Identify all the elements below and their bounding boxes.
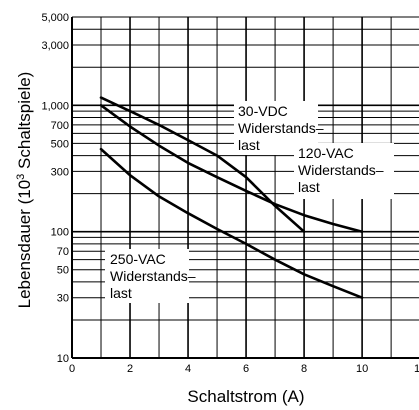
x-tick-label: 6	[243, 363, 249, 375]
annotation-label: last	[110, 285, 132, 301]
y-tick-label: 10	[57, 353, 69, 365]
y-tick-label: 700	[51, 120, 69, 132]
annotation-label: last	[238, 137, 260, 153]
y-axis-title-main: Lebensdauer (10	[15, 180, 34, 309]
series-line-2	[99, 104, 364, 233]
x-tick-label: 2	[127, 363, 133, 375]
y-tick-label: 3,000	[41, 40, 69, 52]
y-axis-title-sup: 3	[15, 174, 27, 180]
x-tick-label: 8	[301, 363, 307, 375]
annotation-label: 250-VAC	[110, 251, 166, 267]
series-lines	[99, 96, 364, 300]
y-axis-title: Lebensdauer (103 Schaltspiele)	[15, 72, 34, 309]
y-tick-label: 300	[51, 166, 69, 178]
annotation-label: 120-VAC	[298, 145, 354, 161]
annotation-label: 30-VDC	[238, 103, 288, 119]
annotation-label: last	[298, 179, 320, 195]
x-tick-label: 0	[69, 363, 75, 375]
x-tick-label: 4	[185, 363, 191, 375]
y-tick-label: 30	[57, 293, 69, 305]
annotation-label: Widerstands–	[238, 120, 324, 136]
annotation-background	[105, 249, 189, 303]
y-tick-label: 50	[57, 265, 69, 277]
x-axis-title: Schaltstrom (A)	[187, 387, 304, 406]
annotation-label: Widerstands–	[298, 162, 384, 178]
y-tick-label: 100	[51, 227, 69, 239]
y-axis-title-end: Schaltspiele)	[15, 72, 34, 174]
y-tick-label: 500	[51, 138, 69, 150]
series-line-3	[99, 147, 364, 300]
annotation-background	[294, 143, 394, 199]
y-tick-label: 5,000	[41, 12, 69, 24]
tick-labels: 0 2 4 6 8 10 12 10 30 50 70 100 300 500 700 1,000 3,000 5…	[41, 12, 419, 375]
annotation-label: Widerstands–	[110, 268, 196, 284]
y-tick-label: 1,000	[41, 100, 69, 112]
x-tick-label: 10	[356, 363, 368, 375]
x-tick-label: 12	[414, 363, 419, 375]
y-tick-label: 70	[57, 246, 69, 258]
